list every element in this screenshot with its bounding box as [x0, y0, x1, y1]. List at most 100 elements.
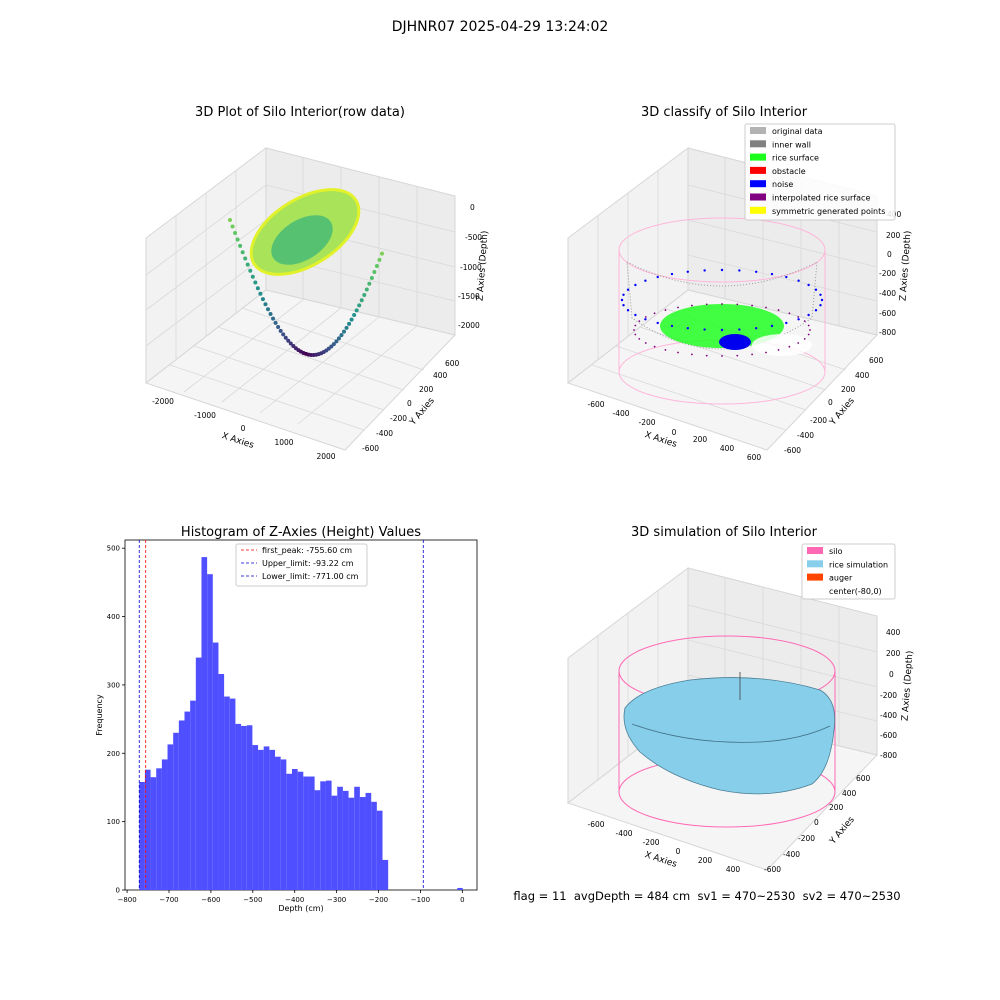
- classify-legend-label: noise: [772, 180, 793, 189]
- svg-text:0: 0: [407, 399, 412, 408]
- svg-text:200: 200: [886, 231, 901, 240]
- svg-text:-500: -500: [465, 233, 482, 242]
- svg-text:0: 0: [887, 250, 892, 259]
- raw-point: [276, 325, 281, 330]
- raw-point: [342, 329, 346, 334]
- svg-text:400: 400: [433, 371, 448, 380]
- classify-noise-point: [738, 328, 741, 331]
- raw-xlabel: X Axies: [220, 431, 255, 451]
- classify-interpolated-point: [803, 337, 806, 340]
- simulation-yticks: -600 -400 -200 0 200 400 600: [764, 774, 871, 874]
- raw-point: [380, 251, 384, 256]
- classify-noise-point: [622, 293, 625, 296]
- histogram-legend-frame: [235, 543, 368, 587]
- raw-point: [260, 297, 265, 302]
- svg-text:-200: -200: [642, 838, 659, 847]
- simulation-legend-swatch: [807, 573, 823, 581]
- classify-legend-swatch: [750, 193, 766, 201]
- histogram-bar: [139, 781, 145, 890]
- histogram-bar: [457, 887, 463, 890]
- svg-text:-200: -200: [638, 418, 655, 427]
- panel-histogram: Histogram of Z-Axies (Height) Values −80…: [95, 525, 478, 913]
- raw-point: [268, 312, 273, 317]
- svg-text:-400: -400: [615, 829, 632, 838]
- classify-zticks: 400 200 0 -200 -400 -600 -800: [879, 210, 902, 337]
- histogram-bar: [144, 769, 151, 890]
- svg-text:200: 200: [829, 803, 844, 812]
- raw-point: [372, 270, 377, 275]
- histogram-bar: [229, 698, 236, 890]
- svg-text:400: 400: [842, 789, 857, 798]
- classify-interpolated-point: [634, 324, 637, 327]
- classify-yticks: -600 -400 -200 0 200 400 600: [784, 356, 884, 455]
- raw-point: [336, 336, 341, 341]
- histogram-xtick-label: −300: [327, 896, 346, 904]
- classify-interpolated-point: [765, 351, 767, 354]
- classify-noise-point: [626, 309, 630, 312]
- simulation-legend-swatch: [807, 560, 823, 568]
- classify-noise-point: [797, 318, 800, 321]
- histogram-bar: [156, 768, 162, 890]
- raw-title: 3D Plot of Silo Interior(row data): [195, 105, 405, 120]
- raw-point: [281, 332, 286, 337]
- classify-legend-swatch: [750, 140, 766, 148]
- raw-point: [288, 341, 293, 346]
- classify-legend: original data inner wall rice surface obsta…: [744, 123, 896, 221]
- raw-point: [250, 274, 255, 279]
- classify-legend-swatch: [750, 153, 766, 161]
- svg-text:200: 200: [419, 385, 434, 394]
- classify-legend-label: interpolated rice surface: [772, 194, 870, 203]
- svg-text:-800: -800: [879, 328, 896, 337]
- classify-interpolated-point: [664, 309, 667, 311]
- raw-floor: [144, 289, 456, 451]
- raw-point: [329, 344, 334, 349]
- histogram-yticks: 0 100 200 300 400 500: [107, 545, 125, 895]
- raw-point: [238, 243, 243, 248]
- simulation-legend-frame: [801, 543, 896, 600]
- raw-point: [357, 303, 362, 308]
- svg-text:-200: -200: [880, 691, 897, 700]
- svg-text:2000: 2000: [316, 452, 335, 461]
- classify-noise-point: [703, 328, 706, 331]
- raw-point: [235, 237, 240, 242]
- histogram-xtick-label: −400: [285, 896, 304, 904]
- simulation-rice-ridge: [631, 723, 831, 743]
- classify-interpolated-point: [691, 304, 693, 307]
- histogram-bar: [297, 771, 304, 890]
- histogram-title: Histogram of Z-Axies (Height) Values: [181, 525, 421, 540]
- simulation-rice-surface: [623, 677, 836, 795]
- svg-text:-400: -400: [783, 850, 800, 859]
- classify-3d-box: [566, 147, 878, 451]
- simulation-legend-label: rice simulation: [829, 560, 888, 569]
- svg-text:-600: -600: [587, 820, 604, 829]
- histogram-bar: [280, 759, 287, 890]
- classify-interpolated-point: [664, 349, 667, 351]
- histogram-bar: [286, 773, 292, 890]
- svg-text:200: 200: [698, 856, 713, 865]
- classify-noise-point: [785, 321, 788, 325]
- histogram-bar: [224, 696, 230, 890]
- histogram-ytick-label: 0: [116, 887, 120, 895]
- histogram-bar: [150, 777, 157, 890]
- classify-noise-point: [720, 328, 724, 332]
- raw-point: [364, 287, 369, 292]
- classify-interpolated-point: [807, 333, 810, 336]
- svg-text:600: 600: [445, 359, 460, 368]
- status-footer: flag = 11 avgDepth = 484 cm sv1 = 470~25…: [513, 889, 900, 903]
- classify-legend-swatch: [750, 206, 766, 214]
- simulation-xlabel: X Axies: [643, 850, 678, 870]
- histogram-legend-label: first_peak: -755.60 cm: [262, 546, 352, 555]
- histogram-bar: [320, 781, 326, 890]
- classify-noise-point: [770, 324, 774, 328]
- histogram-bar: [218, 673, 225, 890]
- classify-legend-swatch: [750, 180, 766, 188]
- classify-interpolated-point: [644, 316, 647, 318]
- histogram-xtick-label: −600: [201, 896, 220, 904]
- panel-classify-3d: 3D classify of Silo Interior -600 -4: [566, 105, 913, 462]
- simulation-xticks: -600 -400 -200 0 200 400: [587, 820, 740, 874]
- svg-text:-600: -600: [587, 400, 604, 409]
- raw-point: [286, 338, 291, 343]
- raw-point: [344, 325, 349, 330]
- classify-data-points: [618, 217, 826, 405]
- classify-interpolated-point: [807, 324, 810, 327]
